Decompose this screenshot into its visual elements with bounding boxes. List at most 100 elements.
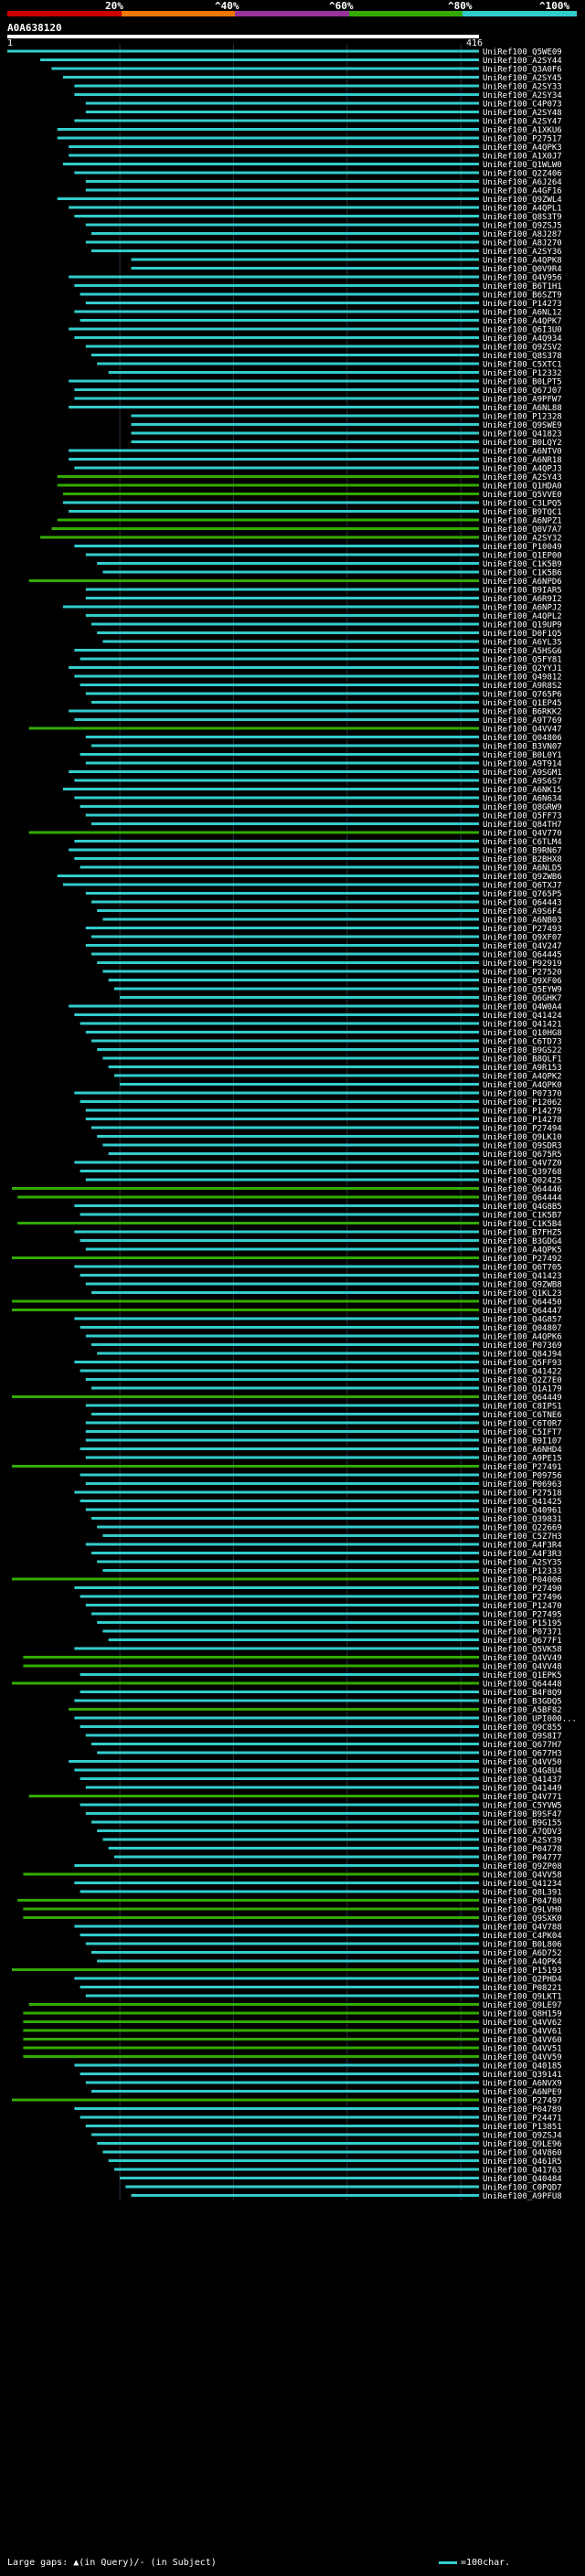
hit-label: UniRef100_Q0V9R4 [483, 265, 562, 274]
percent-label: ^80% [448, 0, 473, 12]
hit-label: UniRef100_Q04807 [483, 1324, 562, 1333]
hit-label: UniRef100_B9RN67 [483, 847, 562, 856]
hit-label: UniRef100_P04789 [483, 2105, 562, 2115]
hit-label: UniRef100_A8J270 [483, 239, 562, 249]
hit-label: UniRef100_C1K5B6 [483, 569, 562, 578]
hit-label: UniRef100_Q4V860 [483, 2149, 562, 2158]
hit-label: UniRef100_A4QPL1 [483, 205, 562, 214]
hit-label: UniRef100_Q41437 [483, 1776, 562, 1785]
hit-label: UniRef100_P12062 [483, 1098, 562, 1108]
hit-label: UniRef100_A1X0J7 [483, 153, 562, 162]
hit-label: UniRef100_B9TQC1 [483, 508, 562, 517]
hit-label: UniRef100_Q1EP00 [483, 552, 562, 561]
query-scale-bar [7, 35, 479, 38]
hit-label: UniRef100_A4QPK6 [483, 1333, 562, 1342]
hit-label: UniRef100_Q64449 [483, 1394, 562, 1403]
hit-label: UniRef100_Q9LKT1 [483, 1993, 562, 2002]
hit-label: UniRef100_C6TD73 [483, 1038, 562, 1047]
hit-label: UniRef100_A6NLD5 [483, 864, 562, 874]
hit-label: UniRef100_Q5EYW9 [483, 986, 562, 995]
scale-end-label: 416 [466, 38, 484, 48]
hit-label: UniRef100_Q9LK10 [483, 1133, 562, 1142]
hit-label: UniRef100_B8QLF1 [483, 1055, 562, 1065]
hit-label: UniRef100_Q6GHK7 [483, 994, 562, 1003]
hit-label: UniRef100_B2BHX8 [483, 855, 562, 864]
hit-label: UniRef100_C1K5B7 [483, 1212, 562, 1221]
hit-label: UniRef100_B0L0Y1 [483, 751, 562, 760]
hit-label: UniRef100_Q4VV51 [483, 2045, 562, 2054]
hit-label: UniRef100_C6TNE6 [483, 1411, 562, 1420]
scale-note: =100char. [439, 2558, 510, 2568]
hit-label: UniRef100_P07371 [483, 1628, 562, 1638]
hit-label: UniRef100_Q4VV62 [483, 2019, 562, 2028]
hit-label: UniRef100_B6SZT9 [483, 292, 562, 301]
query-id: A0A638120 [7, 22, 62, 34]
hit-label: UniRef100_A6J264 [483, 178, 562, 187]
hit-label: UniRef100_Q1EP45 [483, 699, 562, 708]
hit-label: UniRef100_Q9XF06 [483, 977, 562, 986]
hit-label: UniRef100_A9S6F4 [483, 907, 562, 917]
hit-label: UniRef100_A6NTV0 [483, 448, 562, 457]
hit-label: UniRef100_A4QPK0 [483, 1081, 562, 1090]
hit-label: UniRef100_UPI000... [483, 1715, 577, 1724]
hit-label: UniRef100_Q67J07 [483, 387, 562, 396]
hit-label: UniRef100_P14279 [483, 1108, 562, 1117]
hit-label: UniRef100_Q5FF93 [483, 1359, 562, 1368]
hit-label: UniRef100_C5Z7H3 [483, 1532, 562, 1542]
hit-label: UniRef100_Q6I3U0 [483, 326, 562, 335]
hit-label: UniRef100_B9I107 [483, 1437, 562, 1447]
hit-label: UniRef100_Q40484 [483, 2175, 562, 2184]
legend-segment [348, 11, 463, 16]
hit-label: UniRef100_C4PK04 [483, 1932, 562, 1941]
hit-label: UniRef100_A4F3R4 [483, 1542, 562, 1551]
hit-label: UniRef100_Q3A0F6 [483, 66, 562, 75]
hit-label: UniRef100_Q64445 [483, 951, 562, 960]
hit-label: UniRef100_B9IAR5 [483, 587, 562, 596]
hit-label: UniRef100_Q9SXK0 [483, 1914, 562, 1924]
hit-label: UniRef100_Q9ZWL4 [483, 196, 562, 205]
legend-segment [7, 11, 122, 16]
hit-label: UniRef100_Q64443 [483, 899, 562, 908]
hit-label: UniRef100_Q41423 [483, 1272, 562, 1281]
hit-label: UniRef100_Q9LVH0 [483, 1906, 562, 1915]
hit-label: UniRef100_Q49812 [483, 673, 562, 683]
hit-label: UniRef100_A4QPK8 [483, 257, 562, 266]
hit-label: UniRef100_P04006 [483, 1576, 562, 1585]
hit-label: UniRef100_A7QDV3 [483, 1828, 562, 1837]
hit-label: UniRef100_Q4VV59 [483, 2053, 562, 2062]
hit-label: UniRef100_Q4VV58 [483, 1871, 562, 1881]
hit-label: UniRef100_P06963 [483, 1480, 562, 1489]
hit-label: UniRef100_A6NL12 [483, 309, 562, 318]
hit-label: UniRef100_Q4G857 [483, 1316, 562, 1325]
hit-label: UniRef100_A6NL88 [483, 404, 562, 413]
hit-label: UniRef100_B3GDQ5 [483, 1698, 562, 1707]
hit-label: UniRef100_Q677H7 [483, 1741, 562, 1750]
hit-label: UniRef100_P09756 [483, 1472, 562, 1481]
hit-label: UniRef100_A6YL35 [483, 639, 562, 648]
hit-label: UniRef100_Q677F1 [483, 1637, 562, 1646]
hit-label: UniRef100_D0F1Q5 [483, 630, 562, 639]
hit-label: UniRef100_A6NHD4 [483, 1446, 562, 1455]
hit-label: UniRef100_Q6T705 [483, 1264, 562, 1273]
hit-label: UniRef100_Q1WLW0 [483, 161, 562, 170]
hit-label: UniRef100_A9PE15 [483, 1455, 562, 1464]
hit-label: UniRef100_Q41422 [483, 1368, 562, 1377]
hit-label: UniRef100_Q1KL23 [483, 1289, 562, 1299]
hit-label: UniRef100_B0LPT5 [483, 378, 562, 387]
hit-label: UniRef100_Q1HDA0 [483, 482, 562, 492]
hit-label: UniRef100_Q9ZSV2 [483, 344, 562, 353]
hit-label: UniRef100_Q02425 [483, 1177, 562, 1186]
hit-label: UniRef100_Q765P6 [483, 691, 562, 700]
hit-label: UniRef100_P15195 [483, 1619, 562, 1628]
hit-label: UniRef100_P27497 [483, 2097, 562, 2106]
hit-label: UniRef100_Q41424 [483, 1012, 562, 1021]
hit-label: UniRef100_A6NK15 [483, 786, 562, 795]
hit-label: UniRef100_Q4V247 [483, 942, 562, 951]
hit-label: UniRef100_P92919 [483, 959, 562, 969]
hit-label: UniRef100_B6T1H1 [483, 282, 562, 292]
legend-segment [235, 11, 349, 16]
hit-label: UniRef100_A4GF16 [483, 187, 562, 196]
hit-label: UniRef100_Q4VV61 [483, 2028, 562, 2037]
hit-label: UniRef100_A4QPJ3 [483, 465, 562, 474]
hit-label: UniRef100_Q4VV50 [483, 1758, 562, 1767]
